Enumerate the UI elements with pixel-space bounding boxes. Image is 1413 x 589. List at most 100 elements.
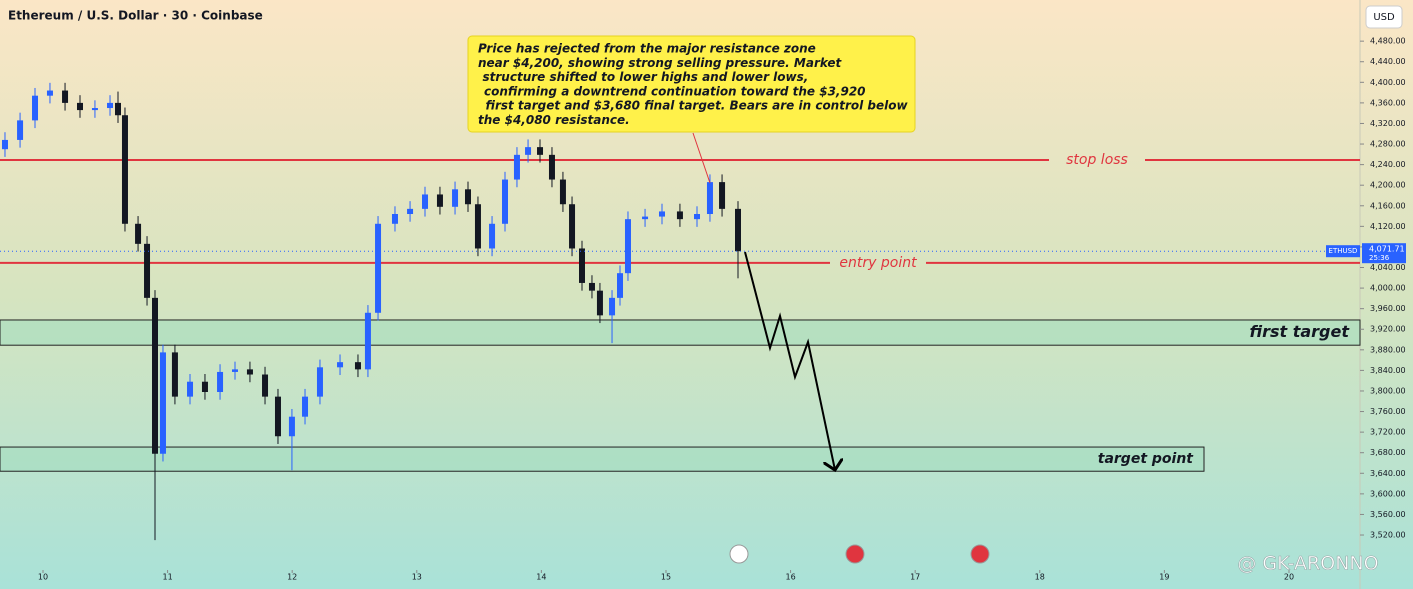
y-tick-label: 3,840.00 bbox=[1370, 366, 1406, 375]
callout-box bbox=[467, 35, 916, 133]
y-tick-label: 3,760.00 bbox=[1370, 407, 1406, 416]
candle-body bbox=[525, 147, 532, 155]
y-tick-label: 3,720.00 bbox=[1370, 428, 1406, 437]
x-tick-label: 20 bbox=[1284, 573, 1294, 582]
candle-body bbox=[1, 139, 8, 150]
candle-body bbox=[354, 362, 361, 370]
y-tick-label: 4,320.00 bbox=[1370, 119, 1406, 128]
currency-button[interactable] bbox=[1365, 5, 1403, 29]
y-tick-label: 4,400.00 bbox=[1370, 78, 1406, 87]
y-tick-label: 4,360.00 bbox=[1370, 98, 1406, 107]
candle-body bbox=[91, 108, 98, 111]
candle-body bbox=[436, 194, 443, 207]
candle-body bbox=[288, 416, 295, 437]
level-label: entry point bbox=[839, 255, 917, 271]
y-tick-label: 4,120.00 bbox=[1370, 222, 1406, 231]
candle-body bbox=[364, 312, 371, 370]
candle-body bbox=[375, 223, 382, 313]
candle-body bbox=[548, 154, 555, 180]
candle-body bbox=[159, 352, 166, 454]
countdown-label: 25:36 bbox=[1369, 254, 1390, 262]
y-tick-label: 3,520.00 bbox=[1370, 531, 1406, 540]
y-tick-label: 4,480.00 bbox=[1370, 37, 1406, 46]
price-label: 4,071.71 bbox=[1369, 245, 1405, 254]
candle-body bbox=[274, 396, 281, 437]
x-tick-label: 14 bbox=[536, 573, 546, 582]
candle-body bbox=[407, 208, 414, 215]
event-icons bbox=[729, 544, 990, 564]
candle-body bbox=[187, 381, 194, 397]
candle-body bbox=[76, 102, 83, 111]
callout-line: confirming a downtrend continuation towa… bbox=[484, 84, 866, 98]
y-tick-label: 3,640.00 bbox=[1370, 469, 1406, 478]
watermark: @ GK-ARONNO bbox=[1237, 553, 1378, 575]
y-tick-label: 4,200.00 bbox=[1370, 181, 1406, 190]
candle-body bbox=[32, 95, 39, 121]
target-zone bbox=[0, 446, 1205, 472]
candle-body bbox=[588, 282, 595, 291]
y-tick-label: 4,280.00 bbox=[1370, 140, 1406, 149]
candle-body bbox=[489, 223, 496, 249]
candles bbox=[1, 82, 742, 541]
x-tick-label: 13 bbox=[412, 573, 422, 582]
target-zone bbox=[0, 319, 1361, 346]
callout-line: near $4,200, showing strong selling pres… bbox=[478, 56, 843, 70]
candle-body bbox=[337, 362, 344, 368]
candle-body bbox=[107, 102, 114, 109]
candle-body bbox=[144, 243, 151, 298]
candle-body bbox=[502, 179, 509, 224]
y-tick-label: 4,040.00 bbox=[1370, 263, 1406, 272]
y-tick-label: 4,160.00 bbox=[1370, 201, 1406, 210]
projection-path bbox=[744, 251, 835, 470]
x-tick-label: 17 bbox=[910, 573, 920, 582]
zone-label: first target bbox=[1249, 322, 1350, 341]
event-icon[interactable] bbox=[845, 544, 865, 564]
x-tick-label: 11 bbox=[162, 573, 172, 582]
x-tick-label: 15 bbox=[661, 573, 671, 582]
candle-body bbox=[719, 182, 726, 209]
callout-pointer bbox=[692, 132, 711, 184]
y-tick-label: 4,000.00 bbox=[1370, 284, 1406, 293]
y-tick-label: 3,600.00 bbox=[1370, 489, 1406, 498]
candle-body bbox=[513, 154, 520, 180]
callout-line: the $4,080 resistance. bbox=[478, 113, 630, 127]
levels: first target target point stop loss entry p… bbox=[0, 152, 1361, 472]
candle-body bbox=[609, 297, 616, 316]
candle-body bbox=[121, 115, 128, 224]
zone-label: target point bbox=[1098, 451, 1195, 467]
candle-body bbox=[579, 248, 586, 283]
candle-body bbox=[152, 297, 159, 454]
event-icon[interactable] bbox=[729, 544, 749, 564]
candle-body bbox=[46, 90, 53, 96]
x-tick-label: 10 bbox=[38, 573, 48, 582]
candle-body bbox=[464, 189, 471, 205]
candle-body bbox=[231, 369, 238, 372]
candle-body bbox=[474, 204, 481, 249]
y-tick-label: 3,680.00 bbox=[1370, 448, 1406, 457]
candle-body bbox=[17, 120, 24, 140]
candle-body bbox=[302, 396, 309, 417]
candle-body bbox=[617, 273, 624, 298]
candle-body bbox=[262, 374, 269, 397]
currency-label: USD bbox=[1373, 12, 1395, 23]
callout-line: Price has rejected from the major resist… bbox=[478, 42, 816, 56]
event-icon[interactable] bbox=[970, 544, 990, 564]
candle-body bbox=[201, 381, 208, 393]
callout-line: first target and $3,680 final target. Be… bbox=[486, 99, 909, 113]
level-label: stop loss bbox=[1066, 152, 1128, 168]
candle-body bbox=[658, 211, 665, 217]
candle-body bbox=[559, 179, 566, 205]
x-tick-label: 12 bbox=[287, 573, 297, 582]
candle-body bbox=[246, 369, 253, 375]
callout-line: structure shifted to lower highs and low… bbox=[483, 70, 809, 84]
y-tick-label: 3,960.00 bbox=[1370, 304, 1406, 313]
symbol-label: ETHUSD bbox=[1329, 247, 1358, 255]
y-tick-label: 4,240.00 bbox=[1370, 160, 1406, 169]
chart-title: Ethereum / U.S. Dollar · 30 · Coinbase bbox=[8, 9, 263, 23]
candle-body bbox=[642, 216, 649, 220]
candle-body bbox=[452, 189, 459, 207]
y-tick-label: 3,800.00 bbox=[1370, 386, 1406, 395]
candle-body bbox=[391, 214, 398, 224]
